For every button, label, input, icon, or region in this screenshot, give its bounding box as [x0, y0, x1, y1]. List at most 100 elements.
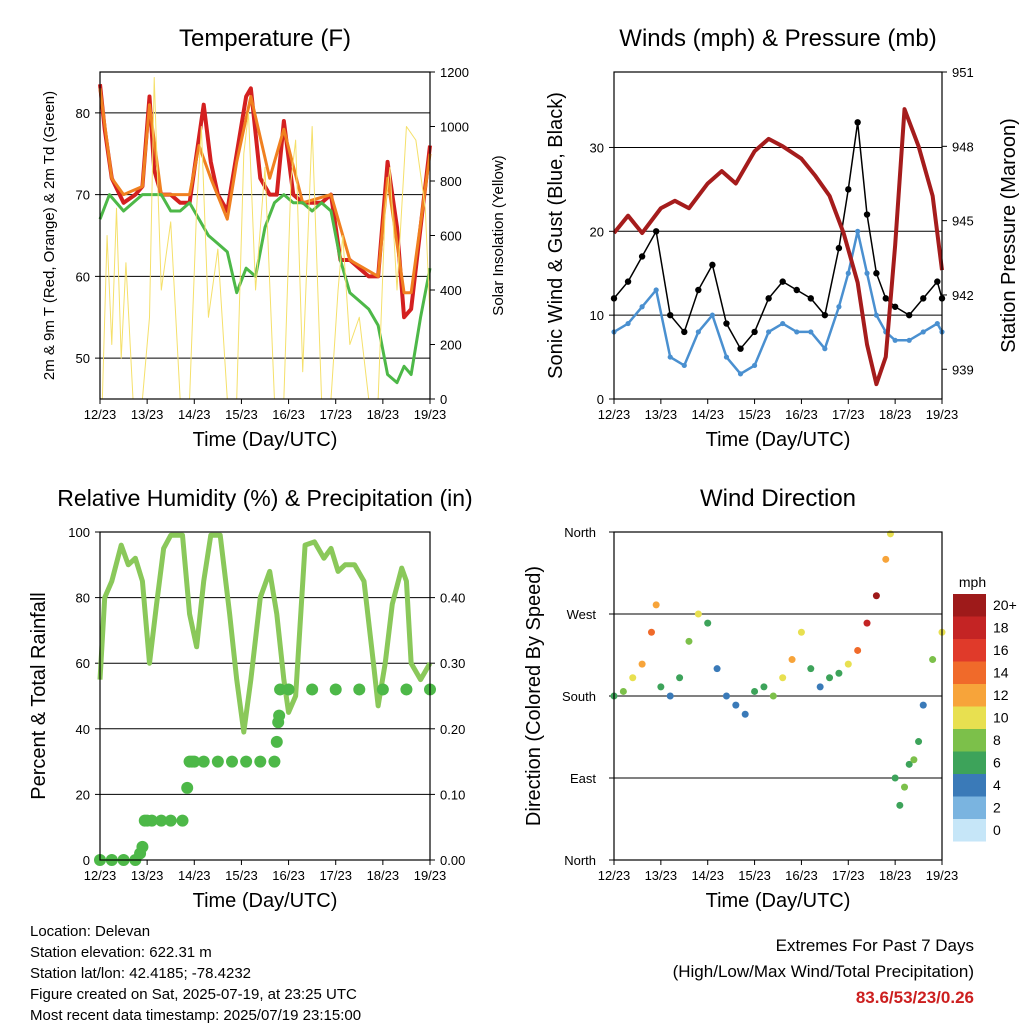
colorbar-label: 6 — [993, 755, 1001, 771]
colorbar-swatch — [953, 594, 986, 617]
colorbar-swatch — [953, 774, 986, 797]
direction-point — [891, 774, 899, 782]
temperature-xtick-label: 17/23 — [319, 407, 352, 422]
humidity-ytick-label: 60 — [76, 656, 90, 671]
humidity-xtick-label: 12/23 — [84, 868, 117, 883]
winds-series-wind — [613, 231, 944, 376]
humidity-series-total-precipitation-point — [226, 755, 238, 768]
colorbar-swatch — [953, 796, 986, 819]
colorbar-swatch — [953, 819, 986, 842]
humidity-ytick-right-label: 0.30 — [440, 656, 465, 671]
latlon-text: Station lat/lon: 42.4185; -78.4232 — [30, 965, 252, 982]
colorbar-swatch — [953, 684, 986, 707]
direction-point — [915, 738, 923, 746]
direction-chart: Wind DirectionNorthEastSouthWestNorth12/… — [523, 485, 958, 912]
direction-point — [619, 687, 627, 695]
direction-point — [797, 628, 805, 636]
direction-point — [704, 619, 712, 627]
direction-point — [647, 628, 655, 636]
winds-series-station-pressure — [612, 107, 944, 387]
direction-xtick-label: 13/23 — [645, 868, 678, 883]
direction-ytick-label: East — [570, 771, 596, 786]
direction-point — [919, 701, 927, 709]
temperature-xtick-label: 13/23 — [131, 407, 164, 422]
humidity-xtick-label: 19/23 — [414, 868, 447, 883]
temperature-ytick-right-label: 1200 — [440, 65, 469, 80]
winds-xtick-label: 17/23 — [832, 407, 865, 422]
colorbar-title: mph — [959, 574, 986, 590]
winds-xlabel: Time (Day/UTC) — [706, 429, 851, 451]
winds-xtick-label: 12/23 — [598, 407, 631, 422]
winds-xtick-label: 18/23 — [879, 407, 912, 422]
temperature-xtick-label: 19/23 — [414, 407, 447, 422]
direction-point — [929, 656, 937, 664]
timestamp-text: Most recent data timestamp: 2025/07/19 2… — [30, 1007, 362, 1024]
temperature-ytick-right-label: 200 — [440, 338, 462, 353]
direction-point — [779, 674, 787, 682]
direction-point — [807, 665, 815, 673]
humidity-ytick-label: 20 — [76, 787, 90, 802]
temperature-xtick-label: 15/23 — [225, 407, 258, 422]
winds-ytick-label: 10 — [590, 308, 604, 323]
humidity-series-total-precipitation-point — [282, 683, 295, 696]
humidity-title: Relative Humidity (%) & Precipitation (i… — [57, 485, 472, 511]
colorbar-label: 14 — [993, 665, 1009, 681]
direction-xtick-label: 18/23 — [879, 868, 912, 883]
humidity-series-total-precipitation-point — [211, 755, 224, 768]
humidity-series-total-precipitation-point — [145, 814, 158, 827]
winds-ytick-right-label: 948 — [952, 139, 974, 154]
humidity-series-total-precipitation-point — [329, 683, 342, 696]
direction-point — [769, 692, 777, 700]
humidity-ytick-right-label: 0.40 — [440, 591, 465, 606]
direction-xlabel: Time (Day/UTC) — [706, 890, 851, 912]
winds-ytick-right-label: 942 — [952, 288, 974, 303]
temperature-chart: Temperature (F)5060708002004006008001000… — [41, 25, 507, 451]
extremes-box: Extremes For Past 7 Days (High/Low/Max W… — [673, 933, 974, 1011]
humidity-ytick-right-label: 0.20 — [440, 722, 465, 737]
humidity-series-total-precipitation-point — [197, 755, 210, 768]
temperature-ytick-label: 80 — [76, 106, 90, 121]
winds-xtick-label: 15/23 — [738, 407, 771, 422]
direction-point — [788, 656, 796, 664]
winds-ytick-label: 0 — [597, 392, 604, 407]
temperature-ytick-right-label: 0 — [440, 392, 447, 407]
direction-title: Wind Direction — [700, 485, 856, 512]
temperature-ytick-right-label: 600 — [440, 229, 462, 244]
humidity-xtick-label: 16/23 — [272, 868, 305, 883]
direction-point — [816, 683, 824, 691]
direction-point — [886, 530, 894, 538]
humidity-series-total-precipitation-point — [136, 840, 149, 853]
colorbar-label: 4 — [993, 777, 1001, 793]
humidity-ytick-right-label: 0.10 — [440, 787, 465, 802]
humidity-ytick-right-label: 0.00 — [440, 853, 465, 868]
humidity-series-total-precipitation-point — [254, 755, 267, 768]
direction-point — [872, 592, 880, 600]
elevation-text: Station elevation: 622.31 m — [30, 944, 212, 961]
direction-point — [826, 674, 834, 682]
temperature-xtick-label: 16/23 — [272, 407, 305, 422]
direction-point — [657, 683, 665, 691]
winds-ytick-right-label: 951 — [952, 65, 974, 80]
direction-frame — [613, 531, 943, 861]
winds-frame — [613, 71, 943, 400]
humidity-series-total-precipitation-point — [376, 683, 389, 696]
colorbar-label: 12 — [993, 687, 1009, 703]
winds-ylabel: Sonic Wind & Gust (Blue, Black) — [545, 92, 567, 379]
humidity-ytick-label: 40 — [76, 722, 90, 737]
colorbar-swatch — [953, 639, 986, 662]
humidity-series-total-precipitation-point — [181, 781, 194, 794]
winds-ytick-right-label: 945 — [952, 214, 974, 229]
direction-ytick-label: North — [564, 525, 596, 540]
humidity-series-total-precipitation-point — [240, 755, 253, 768]
colorbar-label: 16 — [993, 642, 1009, 658]
direction-point — [882, 555, 890, 563]
direction-point — [844, 660, 852, 668]
direction-point — [694, 610, 702, 618]
humidity-xtick-label: 17/23 — [319, 868, 352, 883]
direction-xtick-label: 19/23 — [926, 868, 959, 883]
direction-xtick-label: 14/23 — [691, 868, 724, 883]
extremes-title: Extremes For Past 7 Days — [775, 936, 974, 955]
colorbar-swatch — [953, 661, 986, 684]
winds-ytick-label: 30 — [590, 140, 604, 155]
direction-ytick-label: West — [567, 607, 597, 622]
